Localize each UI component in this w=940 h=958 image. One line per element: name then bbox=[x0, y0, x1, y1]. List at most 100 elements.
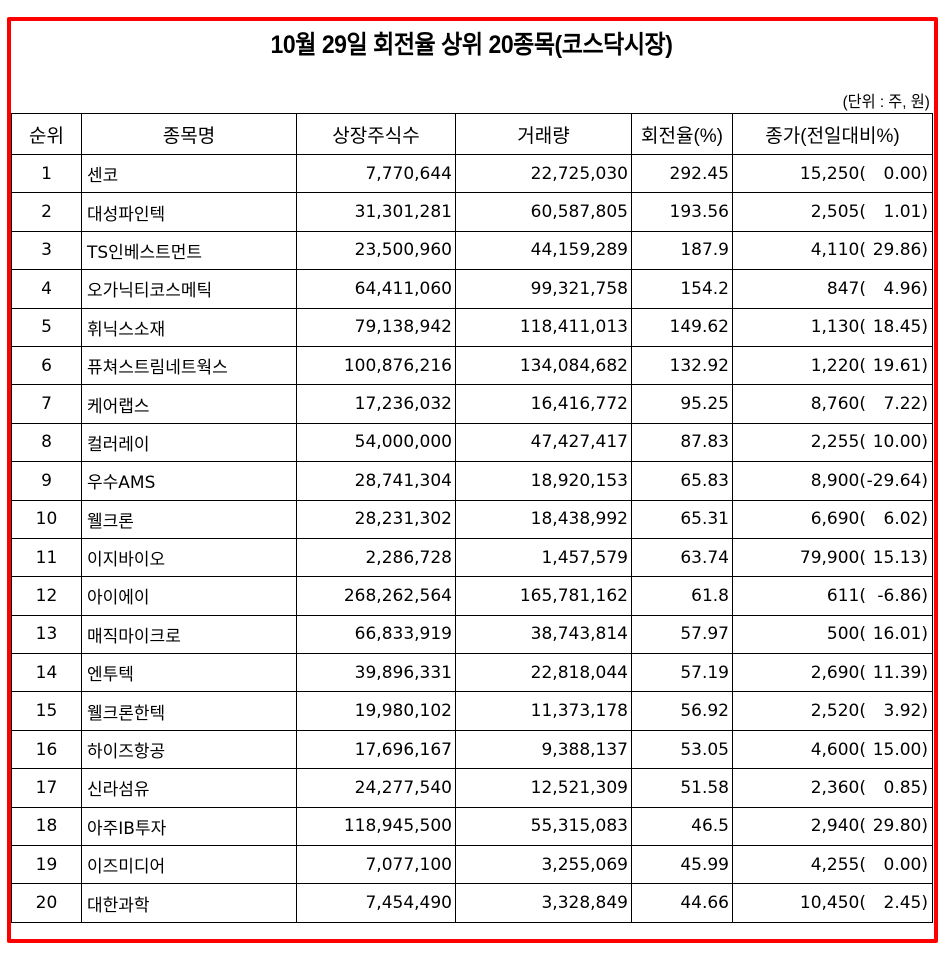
volume-cell: 3,328,849 bbox=[455, 883, 632, 923]
change-percent: 7.22) bbox=[883, 394, 928, 415]
close-price: 1,130( bbox=[810, 317, 866, 338]
rank-cell: 1 bbox=[11, 153, 82, 194]
turnover-cell: 154.2 bbox=[631, 269, 733, 309]
turnover-cell: 292.45 bbox=[631, 153, 733, 194]
table-row: 18 아주IB투자 118,945,500 55,315,083 46.5 2,940(2… bbox=[11, 806, 933, 847]
table-row: 1 센코 7,770,644 22,725,030 292.45 15,250(0.00) bbox=[11, 153, 933, 194]
listed-shares-cell: 54,000,000 bbox=[296, 422, 456, 463]
close-price: 6,690( bbox=[810, 509, 866, 530]
volume-cell: 47,427,417 bbox=[455, 422, 632, 463]
table-row: 15 웰크론한텍 19,980,102 11,373,178 56.92 2,520(3.… bbox=[11, 691, 933, 731]
listed-shares-cell: 118,945,500 bbox=[296, 806, 456, 847]
rank-cell: 20 bbox=[11, 883, 82, 923]
rank-cell: 12 bbox=[11, 576, 82, 616]
rank-cell: 4 bbox=[11, 269, 82, 309]
change-percent: -29.64) bbox=[866, 470, 928, 491]
close-change-cell: 8,760( 7.22) bbox=[732, 384, 933, 424]
change-percent: 0.85) bbox=[883, 777, 928, 798]
stock-name-cell: TS인베스트먼트 bbox=[81, 230, 297, 271]
close-price: 8,760( bbox=[810, 394, 866, 415]
change-percent: 18.45) bbox=[872, 317, 928, 338]
rank-cell: 17 bbox=[11, 768, 82, 808]
change-percent: -6.86) bbox=[877, 585, 928, 606]
table-row: 12 아이에이 268,262,564 165,781,162 61.8 611(-6.8… bbox=[11, 576, 933, 616]
table-row: 10 웰크론 28,231,302 18,438,992 65.31 6,690(6.02… bbox=[11, 499, 933, 539]
volume-cell: 3,255,069 bbox=[455, 845, 632, 885]
listed-shares-cell: 19,980,102 bbox=[296, 691, 456, 731]
change-percent: 10.00) bbox=[872, 432, 928, 453]
header-close-change: 종가(전일대비%) bbox=[732, 113, 933, 155]
volume-cell: 38,743,814 bbox=[455, 614, 632, 655]
rank-cell: 13 bbox=[11, 614, 82, 655]
table-row: 2 대성파인텍 31,301,281 60,587,805 193.56 2,505(1.… bbox=[11, 192, 933, 232]
listed-shares-cell: 7,454,490 bbox=[296, 883, 456, 923]
close-price: 2,940( bbox=[810, 816, 866, 837]
close-price: 4,110( bbox=[810, 240, 866, 261]
table-row: 20 대한과학 7,454,490 3,328,849 44.66 10,450(2.45… bbox=[11, 883, 933, 923]
volume-cell: 22,818,044 bbox=[455, 653, 632, 693]
turnover-cell: 46.5 bbox=[631, 806, 733, 847]
close-change-cell: 2,520(3.92) bbox=[732, 691, 933, 731]
stock-name-cell: 웰크론 bbox=[81, 499, 297, 539]
listed-shares-cell: 7,770,644 bbox=[296, 153, 456, 194]
change-percent: 3.92) bbox=[883, 701, 928, 722]
stock-name-cell: 대성파인텍 bbox=[81, 192, 297, 232]
change-percent: 29.80) bbox=[872, 816, 928, 837]
table-row: 19 이즈미디어 7,077,100 3,255,069 45.99 4,255(0.00… bbox=[11, 845, 933, 885]
listed-shares-cell: 64,411,060 bbox=[296, 269, 456, 309]
volume-cell: 1,457,579 bbox=[455, 537, 632, 578]
change-percent: 11.39) bbox=[872, 662, 928, 683]
rank-cell: 16 bbox=[11, 729, 82, 770]
stock-name-cell: 아주IB투자 bbox=[81, 806, 297, 847]
stock-name-cell: 오가닉티코스메틱 bbox=[81, 269, 297, 309]
listed-shares-cell: 268,262,564 bbox=[296, 576, 456, 616]
close-price: 500( bbox=[826, 624, 866, 645]
listed-shares-cell: 39,896,331 bbox=[296, 653, 456, 693]
table-row: 6 퓨쳐스트림네트웍스 100,876,216 134,084,682 132.92 1,… bbox=[11, 345, 933, 386]
close-change-cell: 847(4.96) bbox=[732, 269, 933, 309]
rank-cell: 5 bbox=[11, 307, 82, 347]
turnover-cell: 132.92 bbox=[631, 345, 733, 386]
close-change-cell: 4,255(0.00) bbox=[732, 845, 933, 885]
change-percent: 15.13) bbox=[872, 547, 928, 568]
close-change-cell: 6,690(6.02) bbox=[732, 499, 933, 539]
close-change-cell: 2,690(11.39) bbox=[732, 653, 933, 693]
close-change-cell: 611(-6.86) bbox=[732, 576, 933, 616]
close-change-cell: 79,900( 15.13) bbox=[732, 537, 933, 578]
close-price: 79,900( bbox=[799, 547, 866, 568]
table-body: 1 센코 7,770,644 22,725,030 292.45 15,250(0.00)… bbox=[11, 153, 933, 923]
listed-shares-cell: 17,236,032 bbox=[296, 384, 456, 424]
rank-cell: 8 bbox=[11, 422, 82, 463]
rank-cell: 19 bbox=[11, 845, 82, 885]
listed-shares-cell: 23,500,960 bbox=[296, 230, 456, 271]
volume-cell: 55,315,083 bbox=[455, 806, 632, 847]
listed-shares-cell: 79,138,942 bbox=[296, 307, 456, 347]
volume-cell: 22,725,030 bbox=[455, 153, 632, 194]
stock-name-cell: 휘닉스소재 bbox=[81, 307, 297, 347]
rank-cell: 6 bbox=[11, 345, 82, 386]
header-volume: 거래량 bbox=[455, 113, 632, 155]
stock-name-cell: 웰크론한텍 bbox=[81, 691, 297, 731]
volume-cell: 16,416,772 bbox=[455, 384, 632, 424]
turnover-cell: 57.19 bbox=[631, 653, 733, 693]
volume-cell: 165,781,162 bbox=[455, 576, 632, 616]
close-price: 2,360( bbox=[810, 777, 866, 798]
listed-shares-cell: 24,277,540 bbox=[296, 768, 456, 808]
close-change-cell: 4,110( 29.86) bbox=[732, 230, 933, 271]
listed-shares-cell: 2,286,728 bbox=[296, 537, 456, 578]
change-percent: 16.01) bbox=[872, 624, 928, 645]
volume-cell: 134,084,682 bbox=[455, 345, 632, 386]
close-price: 4,600( bbox=[810, 739, 866, 760]
close-change-cell: 10,450(2.45) bbox=[732, 883, 933, 923]
stock-name-cell: 하이즈항공 bbox=[81, 729, 297, 770]
table-row: 14 엔투텍 39,896,331 22,818,044 57.19 2,690(11.3… bbox=[11, 653, 933, 693]
table-row: 13 매직마이크로 66,833,919 38,743,814 57.97 500(16.… bbox=[11, 614, 933, 655]
table-row: 11 이지바이오 2,286,728 1,457,579 63.74 79,900(15.… bbox=[11, 537, 933, 578]
listed-shares-cell: 31,301,281 bbox=[296, 192, 456, 232]
table-row: 9 우수AMS 28,741,304 18,920,153 65.83 8,900(-29… bbox=[11, 461, 933, 501]
turnover-cell: 65.31 bbox=[631, 499, 733, 539]
stock-name-cell: 신라섬유 bbox=[81, 768, 297, 808]
close-price: 2,255( bbox=[810, 432, 866, 453]
listed-shares-cell: 100,876,216 bbox=[296, 345, 456, 386]
change-percent: 29.86) bbox=[872, 240, 928, 261]
